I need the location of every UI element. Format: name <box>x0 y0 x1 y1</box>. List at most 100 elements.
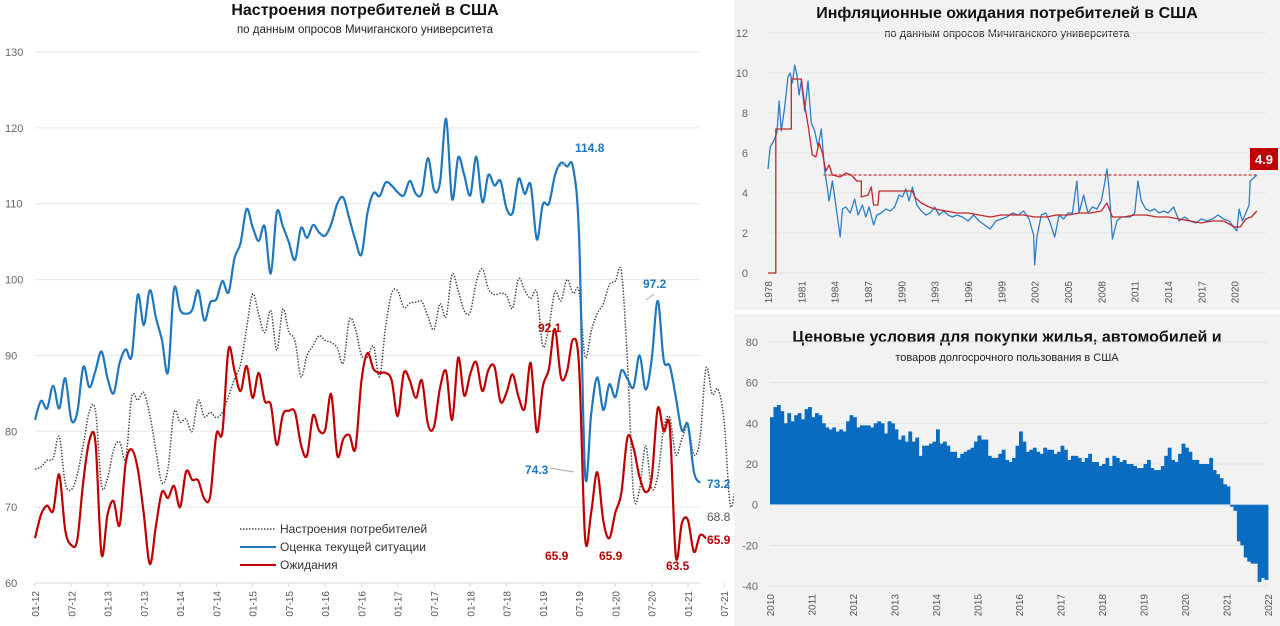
bar <box>967 449 970 505</box>
bar <box>1029 449 1032 505</box>
bar <box>1058 451 1061 505</box>
bar <box>993 457 996 505</box>
bar <box>825 427 828 505</box>
bar <box>1223 484 1226 505</box>
bar <box>794 415 797 505</box>
series-line-0 <box>767 64 1258 266</box>
x-tick-label: 2005 <box>1064 281 1075 304</box>
bar <box>1138 468 1141 505</box>
bar <box>897 439 901 505</box>
bar <box>975 441 978 505</box>
bar <box>839 429 842 505</box>
bar <box>1065 449 1068 505</box>
bar <box>1088 453 1091 505</box>
bar <box>872 427 875 505</box>
x-tick-label: 2016 <box>1015 594 1026 617</box>
bar <box>994 457 997 505</box>
bar <box>1229 504 1233 507</box>
bar <box>1070 455 1074 505</box>
bar <box>1032 447 1035 505</box>
y-tick-label: 4 <box>742 188 748 200</box>
bar <box>813 417 816 505</box>
bar <box>818 415 821 505</box>
bar <box>1162 466 1165 505</box>
bar <box>949 451 952 505</box>
bar <box>927 445 930 505</box>
bar <box>1188 451 1191 505</box>
bar <box>1074 455 1077 505</box>
bar <box>1250 504 1253 564</box>
x-tick-label: 2014 <box>1164 281 1175 304</box>
bar <box>842 431 845 505</box>
bar <box>946 445 949 505</box>
bar <box>1264 504 1267 580</box>
bar <box>833 427 837 505</box>
bar <box>920 455 923 505</box>
x-tick-label: 01-14 <box>176 591 187 617</box>
x-tick-label: 2014 <box>932 594 943 617</box>
bar <box>1129 464 1132 505</box>
bar <box>911 441 914 505</box>
x-tick-label: 2021 <box>1223 594 1234 617</box>
bar <box>1155 470 1158 505</box>
x-tick-label: 2011 <box>808 594 819 616</box>
bar <box>820 415 823 505</box>
bar <box>936 429 939 505</box>
bar <box>1150 468 1153 505</box>
bar <box>1160 466 1163 505</box>
data-label: 65.9 <box>599 549 623 563</box>
bar <box>944 441 947 505</box>
series-line-0 <box>34 266 762 528</box>
bar <box>918 455 921 505</box>
x-tick-label: 2022 <box>1264 594 1275 617</box>
bar <box>1164 455 1167 505</box>
bar <box>1108 466 1112 505</box>
bar <box>1020 431 1023 505</box>
bar <box>1202 464 1205 505</box>
bar <box>837 431 840 505</box>
bar <box>1233 504 1236 511</box>
x-tick-label: 07-20 <box>648 591 659 617</box>
y-tick-label: 0 <box>742 268 748 280</box>
y-tick-label: 80 <box>746 337 758 349</box>
x-tick-label: 07-14 <box>212 591 223 617</box>
bar <box>846 421 849 505</box>
bar <box>1013 457 1016 505</box>
y-tick-label: 20 <box>746 459 758 471</box>
bar <box>780 411 783 505</box>
bar <box>1248 504 1252 562</box>
bar <box>770 417 773 505</box>
bar <box>1261 504 1264 578</box>
bar <box>1024 441 1027 505</box>
bar <box>925 445 928 505</box>
bar <box>785 423 788 505</box>
bar <box>1077 457 1080 505</box>
bar <box>1079 457 1082 505</box>
bar <box>1179 453 1182 505</box>
bar <box>1126 464 1129 505</box>
bar <box>844 431 847 505</box>
callout-box <box>1250 148 1278 170</box>
bar <box>1082 461 1086 505</box>
data-label: 63.5 <box>666 559 690 573</box>
sentiment-chart-panel: Настроения потребителей в США по данным … <box>5 2 768 617</box>
x-tick-label: 2019 <box>1140 594 1151 617</box>
bar <box>922 445 925 505</box>
x-tick-label: 1999 <box>997 281 1008 304</box>
bar <box>891 423 894 505</box>
bar <box>1121 461 1124 505</box>
bar <box>1031 449 1034 505</box>
callout-label: 4.9 <box>1255 152 1273 167</box>
y-tick-label: 40 <box>746 418 758 430</box>
x-tick-label: 2020 <box>1181 594 1192 617</box>
annotation-leader-line <box>645 293 655 301</box>
annotation-leader-line <box>557 161 567 169</box>
bar <box>880 423 883 505</box>
bar <box>1110 466 1113 505</box>
bar <box>1127 464 1131 505</box>
bar <box>778 405 781 505</box>
bar <box>1224 484 1227 505</box>
x-tick-label: 01-21 <box>684 591 695 617</box>
x-tick-label: 1996 <box>964 281 975 304</box>
data-label: 65.9 <box>707 533 731 547</box>
